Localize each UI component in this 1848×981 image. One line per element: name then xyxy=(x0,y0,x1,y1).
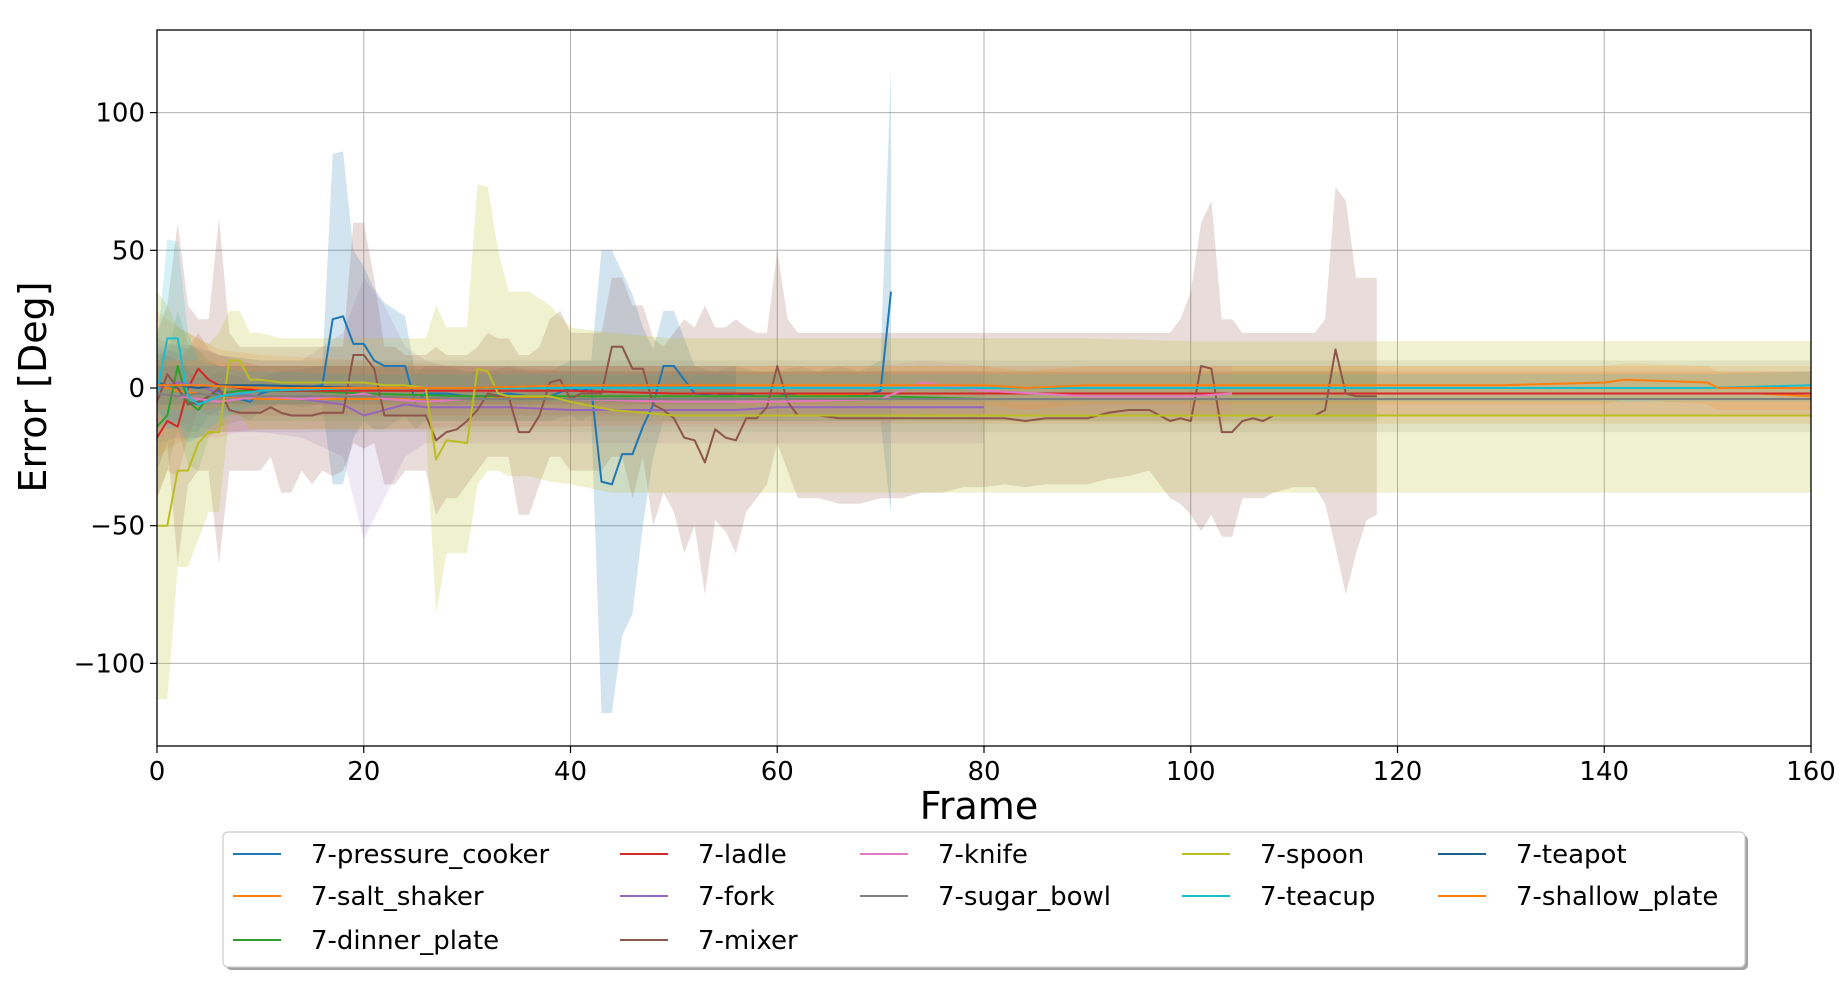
x-tick-label: 0 xyxy=(149,757,166,787)
legend-label-7-ladle: 7-ladle xyxy=(698,840,787,870)
legend-label-7-teapot: 7-teapot xyxy=(1516,840,1627,870)
legend-label-7-dinner-plate: 7-dinner_plate xyxy=(311,926,499,956)
legend-label-7-sugar-bowl: 7-sugar_bowl xyxy=(938,882,1111,912)
tick-layer: 0 20 40 60 80 100 120 140 160 −100 −50 0 50 100 xyxy=(74,99,1836,787)
x-tick-label: 80 xyxy=(967,757,1000,787)
x-tick-label: 120 xyxy=(1373,757,1423,787)
band-7-salt-shaker xyxy=(157,310,1811,457)
x-tick-label: 40 xyxy=(554,757,587,787)
legend: 7-pressure_cooker 7-salt_shaker 7-dinner_p… xyxy=(222,831,1748,970)
y-tick-label: 50 xyxy=(112,236,145,266)
legend-label-7-spoon: 7-spoon xyxy=(1260,840,1364,870)
series-line-7-teacup xyxy=(157,337,1811,406)
series-line-7-spoon xyxy=(157,359,1811,527)
y-tick-label: −50 xyxy=(90,512,145,542)
x-tick-label: 20 xyxy=(347,757,380,787)
legend-label-7-teacup: 7-teacup xyxy=(1260,882,1375,912)
y-tick-label: 0 xyxy=(128,374,145,404)
series-line-7-mixer xyxy=(157,345,1377,464)
legend-box xyxy=(222,831,1746,968)
band-7-mixer xyxy=(157,187,1377,595)
series-line-7-shallow-plate xyxy=(157,378,1811,389)
y-tick-label: 100 xyxy=(95,99,145,129)
x-tick-label: 60 xyxy=(761,757,794,787)
x-tick-label: 100 xyxy=(1166,757,1216,787)
x-axis-label: Frame xyxy=(920,784,1038,828)
band-7-teacup xyxy=(157,239,1811,444)
legend-label-7-salt-shaker: 7-salt_shaker xyxy=(311,882,484,912)
legend-label-7-knife: 7-knife xyxy=(938,840,1028,870)
series-line-7-ladle xyxy=(157,367,1811,439)
legend-label-7-fork: 7-fork xyxy=(698,882,775,912)
y-axis-label: Error [Deg] xyxy=(11,281,55,492)
x-tick-label: 140 xyxy=(1579,757,1629,787)
legend-label-7-pressure-cooker: 7-pressure_cooker xyxy=(311,840,549,870)
band-7-spoon xyxy=(157,184,1811,700)
legend-label-7-mixer: 7-mixer xyxy=(698,926,798,956)
legend-label-7-shallow-plate: 7-shallow_plate xyxy=(1516,882,1718,912)
line-layer xyxy=(157,291,1811,527)
y-tick-label: −100 xyxy=(74,649,145,679)
x-tick-label: 160 xyxy=(1786,757,1836,787)
band-7-ladle xyxy=(157,332,1811,499)
